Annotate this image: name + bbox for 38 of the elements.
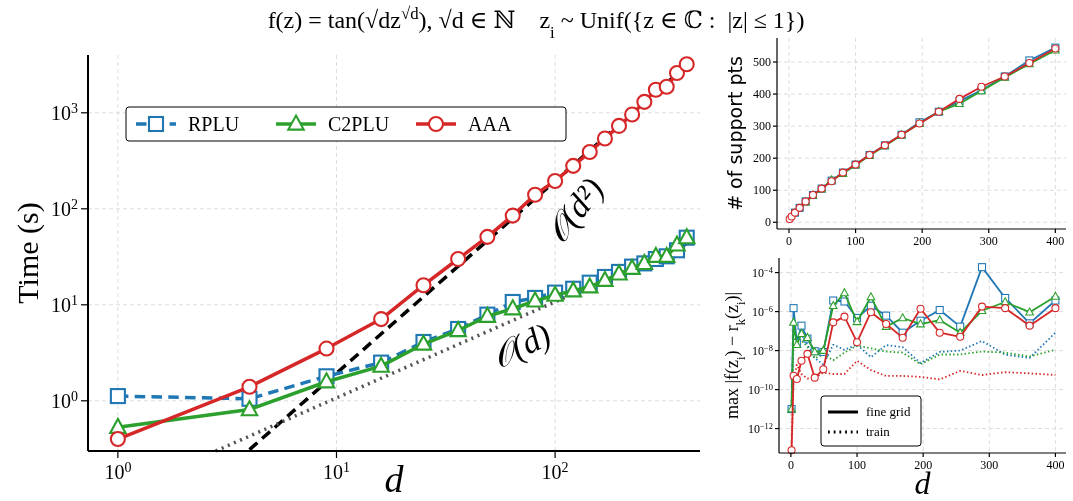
legend-label: C2PLU (328, 113, 390, 135)
y-tick-label: 10$^{−10}$ (747, 382, 773, 397)
x-tick-label: 10$^{1}$ (323, 459, 350, 483)
x-axis-title: d (384, 458, 405, 500)
y-tick-label: 10$^{−6}$ (752, 304, 773, 319)
x-tick-label: 10$^{0}$ (104, 459, 132, 483)
chart-title: f(z) = tan(√dz$^{√d}$), √d ∈ ℕ z$_{i}$ ~ Unif({z ∈ ℂ : |z| ≤ 1}) (267, 3, 805, 42)
annotation: 𝒪(d) (485, 315, 557, 377)
x-tick-label: 200 (914, 458, 933, 472)
y-axis-title: Time (s) (11, 202, 45, 304)
x-tick-label: 0 (785, 234, 792, 248)
legend-label: RPLU (188, 113, 240, 135)
y-tick-label: 0 (765, 215, 771, 230)
x-tick-label: 10$^{2}$ (541, 459, 569, 483)
y-tick-label: 300 (753, 119, 771, 134)
x-tick-label: 400 (1046, 234, 1065, 248)
y-tick-label: 100 (753, 183, 771, 198)
x-tick-label: 400 (1046, 458, 1065, 472)
y-axis-title: # of support pts (724, 56, 746, 211)
y-tick-label: 10$^{0}$ (51, 388, 78, 412)
x-tick-label: 300 (980, 458, 999, 472)
y-tick-label: 500 (753, 55, 771, 70)
y-tick-label: 10$^{3}$ (51, 100, 78, 124)
x-tick-label: 100 (848, 458, 867, 472)
y-tick-label: 10$^{−12}$ (747, 421, 773, 436)
y-tick-label: 10$^{2}$ (51, 196, 78, 220)
x-tick-label: 100 (846, 234, 865, 248)
y-tick-label: 10$^{1}$ (51, 292, 78, 316)
y-tick-label: 10$^{−4}$ (752, 265, 774, 280)
legend-label: AAA (468, 113, 512, 135)
x-tick-label: 300 (979, 234, 998, 248)
annotation: train (866, 424, 891, 439)
y-tick-label: 400 (753, 87, 771, 102)
annotation: fine grid (866, 404, 911, 419)
x-tick-label: 0 (787, 458, 794, 472)
x-tick-label: 200 (913, 234, 932, 248)
y-tick-label: 10$^{−8}$ (752, 343, 773, 358)
y-tick-label: 200 (753, 151, 771, 166)
